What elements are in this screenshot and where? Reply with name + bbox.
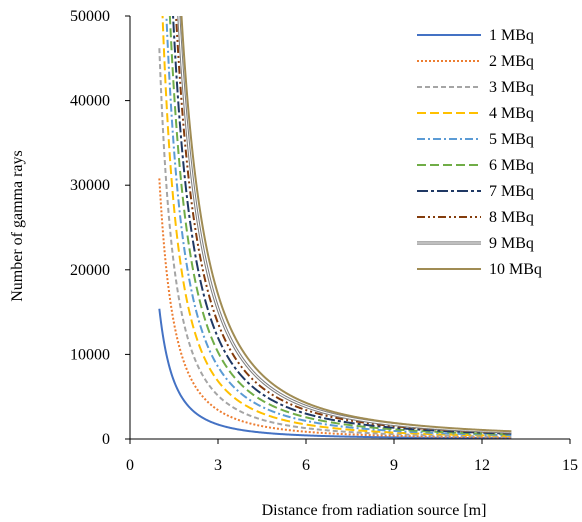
series-line-5 [165, 16, 512, 437]
series-line-7 [172, 16, 512, 435]
series-line-10 [180, 16, 512, 433]
legend-label-4: 4 MBq [489, 105, 534, 122]
x-tick-label-3: 3 [214, 457, 222, 474]
series-layer [158, 16, 512, 439]
x-tick-label-15: 15 [562, 457, 578, 474]
x-axis-title: Distance from radiation source [m] [262, 502, 487, 519]
y-tick-label-30000: 30000 [70, 177, 110, 194]
y-tick-label-20000: 20000 [70, 262, 110, 279]
y-tick-label-0: 0 [102, 431, 110, 448]
legend-label-6: 6 MBq [489, 157, 534, 174]
series-line-9-outer [177, 16, 512, 434]
axes-layer: 0 3 6 9 12 15 0 10000 20000 30000 40000 50000 [70, 8, 578, 474]
series-line-6 [168, 16, 512, 436]
y-axis-title: Number of gamma rays [9, 150, 26, 302]
legend-label-7: 7 MBq [489, 183, 534, 200]
legend-label-1: 1 MBq [489, 27, 534, 44]
y-tick-label-50000: 50000 [70, 8, 110, 25]
legend-label-5: 5 MBq [489, 131, 534, 148]
y-tick-label-10000: 10000 [70, 346, 110, 363]
legend-label-9: 9 MBq [489, 235, 534, 252]
series-line-8 [175, 16, 512, 434]
series-line-9 [178, 16, 512, 433]
series-line-1 [158, 308, 512, 439]
y-tick-label-40000: 40000 [70, 93, 110, 110]
x-tick-label-0: 0 [126, 457, 134, 474]
legend-label-3: 3 MBq [489, 79, 534, 96]
legend-label-10: 10 MBq [489, 261, 542, 278]
legend: 1 MBq 2 MBq 3 MBq 4 MBq 5 MBq 6 MBq 7 MBq 8 MBq… [417, 27, 542, 278]
x-tick-label-9: 9 [390, 457, 398, 474]
series-line-2 [158, 178, 512, 439]
legend-label-2: 2 MBq [489, 53, 534, 70]
x-tick-label-6: 6 [302, 457, 310, 474]
series-line-4 [161, 16, 512, 437]
x-tick-label-12: 12 [474, 457, 490, 474]
legend-label-8: 8 MBq [489, 209, 534, 226]
series-line-3 [158, 48, 512, 438]
